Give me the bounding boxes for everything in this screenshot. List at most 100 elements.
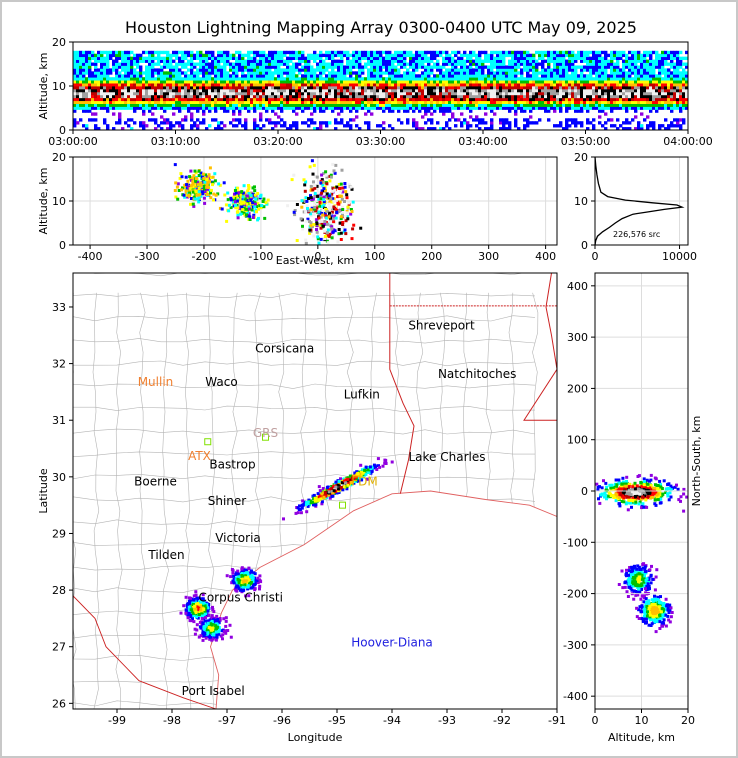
source-cell (277, 103, 281, 107)
source-cell (619, 53, 623, 58)
source-cell (541, 71, 545, 75)
source-cell (625, 77, 629, 81)
source-point (257, 216, 260, 220)
source-point (234, 203, 237, 207)
altitude-time-panel: 03:00:00 03:10:00 03:20:00 03:30:00 03:40:00… (37, 36, 713, 148)
source-cell (124, 80, 128, 84)
source-cell (199, 77, 203, 81)
source-cell (232, 56, 236, 60)
source-cell (586, 68, 590, 72)
source-cell (544, 88, 548, 93)
source-cell (223, 62, 227, 66)
source-cell (232, 83, 236, 87)
source-cell (148, 50, 152, 55)
source-cell (205, 80, 209, 84)
source-cell (628, 68, 632, 72)
source-cell (331, 88, 335, 93)
source-cell (373, 86, 377, 90)
source-cell (121, 59, 125, 63)
source-cell (565, 80, 569, 84)
source-cell (94, 74, 98, 78)
source-cell (178, 56, 182, 60)
source-cell (244, 127, 248, 131)
source-point (229, 198, 233, 202)
source-cell (592, 62, 596, 66)
source-cell (175, 65, 179, 69)
source-cell (580, 86, 584, 90)
source-cell (271, 77, 275, 81)
source-cell (160, 74, 164, 78)
source-point (341, 186, 345, 190)
source-cell (115, 100, 119, 104)
source-cell (520, 74, 524, 78)
source-cell (142, 106, 146, 110)
source-cell (577, 121, 581, 125)
source-cell (313, 94, 317, 99)
source-cell (352, 77, 356, 81)
source-cell (574, 71, 578, 75)
source-cell (160, 68, 164, 72)
source-cell (559, 109, 563, 113)
source-point (341, 205, 344, 209)
source-point (184, 189, 188, 192)
source-cell (511, 50, 515, 55)
source-cell (79, 71, 83, 75)
source-cell (157, 124, 161, 128)
source-cell (397, 59, 401, 63)
source-cell (208, 71, 212, 75)
source-cell (685, 103, 689, 107)
source-cell (208, 124, 212, 128)
source-cell (373, 77, 377, 81)
source-point (303, 183, 307, 187)
source-cell (274, 80, 278, 84)
source-cell (493, 74, 497, 78)
source-cell (121, 83, 125, 87)
source-cell (361, 97, 365, 102)
source-cell (574, 106, 578, 110)
source-cell (184, 56, 188, 60)
source-cell (253, 97, 257, 102)
source-cell (355, 88, 359, 93)
source-cell (286, 50, 290, 55)
source-cell (661, 103, 665, 107)
source-cell (499, 103, 503, 107)
source-cell (598, 65, 602, 69)
source-cell (355, 65, 359, 69)
source-cell (541, 74, 545, 78)
source-cell (196, 71, 200, 75)
source-cell (325, 121, 329, 125)
source-cell (628, 65, 632, 69)
source-cell (256, 86, 260, 90)
source-cell (127, 124, 131, 128)
source-cell (103, 100, 107, 104)
source-cell (574, 77, 578, 81)
source-cell (502, 80, 506, 84)
source-cell (424, 65, 428, 69)
source-cell (496, 77, 500, 81)
source-cell (175, 68, 179, 72)
source-cell (550, 50, 554, 55)
source-cell (592, 53, 596, 58)
source-cell (553, 91, 557, 96)
source-cell (394, 53, 398, 58)
source-cell (145, 50, 149, 55)
source-cell (520, 56, 524, 60)
source-cell (253, 118, 257, 122)
source-cell (337, 121, 341, 125)
source-cell (436, 80, 440, 84)
source-cell (469, 83, 473, 87)
source-cell (379, 80, 383, 84)
source-cell (316, 74, 320, 78)
source-cell (331, 97, 335, 102)
source-cell (190, 65, 194, 69)
source-cell (568, 118, 572, 122)
source-cell (652, 80, 656, 84)
source-cell (616, 100, 620, 104)
source-cell (499, 91, 503, 96)
source-cell (94, 86, 98, 90)
source-cell (235, 97, 239, 102)
source-cell (223, 71, 227, 75)
source-cell (568, 103, 572, 107)
source-point (193, 183, 197, 187)
source-cell (103, 88, 107, 93)
